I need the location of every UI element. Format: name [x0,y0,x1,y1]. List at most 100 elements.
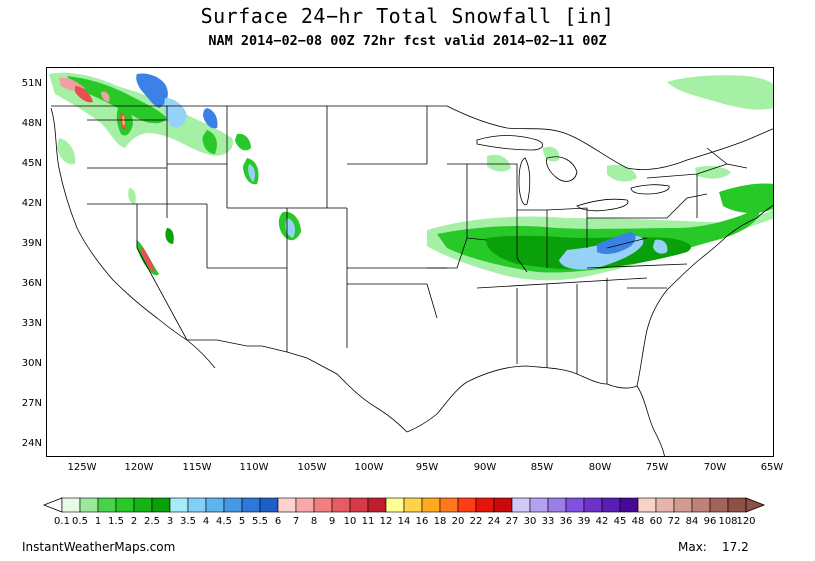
lon-label: 75W [645,462,669,473]
colorbar-swatch [367,497,387,513]
lat-label: 48N [21,118,42,129]
colorbar-tick-label: 10 [343,516,357,527]
colorbar-swatch [61,497,81,513]
lon-label: 85W [530,462,554,473]
lat-label: 36N [21,278,42,289]
snowfall-region-ohio-valley [427,75,773,281]
snowfall-map [46,67,774,457]
colorbar-swatch [529,497,549,513]
colorbar-tick-label: 27 [505,516,519,527]
colorbar-tick-label: 36 [559,516,573,527]
boundaries [50,105,773,456]
colorbar-tick-label: 5 [238,516,246,527]
max-value: 17.2 [722,540,749,554]
lon-label: 120W [124,462,154,473]
lat-label: 39N [21,238,42,249]
colorbar-tick-label: 1.5 [108,516,124,527]
max-label: Max: [678,540,707,554]
colorbar-swatch [349,497,369,513]
colorbar-tick-label: 16 [415,516,429,527]
colorbar-swatch [115,497,135,513]
colorbar-min-arrow [42,497,63,513]
snowfall-region-northwest [49,72,301,276]
colorbar-swatch [511,497,531,513]
colorbar-swatch [151,497,171,513]
colorbar-swatch [637,497,657,513]
colorbar-swatch [727,497,747,513]
colorbar-tick-label: 0.1 [54,516,70,527]
colorbar-swatch [601,497,621,513]
colorbar-swatch [259,497,279,513]
colorbar-swatch [133,497,153,513]
colorbar-tick-label: 72 [667,516,681,527]
colorbar-swatch [475,497,495,513]
lon-label: 100W [354,462,384,473]
colorbar-swatch [295,497,315,513]
credit-text: InstantWeatherMaps.com [22,540,176,554]
lon-label: 115W [182,462,212,473]
colorbar-swatch [673,497,693,513]
colorbar-tick-label: 4.5 [216,516,232,527]
colorbar-swatch [403,497,423,513]
colorbar-swatch [187,497,207,513]
colorbar-tick-label: 9 [328,516,336,527]
colorbar-tick-label: 108 [718,516,738,527]
lat-label: 33N [21,318,42,329]
colorbar-swatch [223,497,243,513]
colorbar-swatch [169,497,189,513]
lon-label: 90W [473,462,497,473]
colorbar-max-arrow [745,497,766,513]
colorbar-swatch [205,497,225,513]
lon-label: 80W [588,462,612,473]
colorbar-tick-label: 48 [631,516,645,527]
colorbar-swatch [493,497,513,513]
colorbar-tick-label: 60 [649,516,663,527]
colorbar-tick-label: 84 [685,516,699,527]
colorbar-swatch [691,497,711,513]
lat-label: 24N [21,438,42,449]
lon-label: 95W [415,462,439,473]
colorbar-swatch [655,497,675,513]
colorbar-tick-label: 39 [577,516,591,527]
colorbar-tick-label: 3.5 [180,516,196,527]
colorbar-tick-label: 8 [310,516,318,527]
colorbar-tick-label: 6 [274,516,282,527]
lat-label: 51N [21,78,42,89]
colorbar-swatch [547,497,567,513]
colorbar-tick-label: 14 [397,516,411,527]
lat-label: 45N [21,158,42,169]
colorbar-tick-label: 30 [523,516,537,527]
colorbar-tick-label: 1 [94,516,102,527]
colorbar-tick-label: 96 [703,516,717,527]
map-title: Surface 24−hr Total Snowfall [in] [200,4,615,28]
lat-label: 30N [21,358,42,369]
snowfall-colorbar [42,497,766,513]
colorbar-swatch [277,497,297,513]
colorbar-swatch [79,497,99,513]
colorbar-swatch [565,497,585,513]
colorbar-tick-label: 22 [469,516,483,527]
lat-label: 27N [21,398,42,409]
colorbar-tick-label: 0.5 [72,516,88,527]
colorbar-tick-label: 2 [130,516,138,527]
lon-label: 110W [239,462,269,473]
map-subtitle: NAM 2014−02−08 00Z 72hr fcst valid 2014−… [208,33,607,49]
colorbar-swatch [619,497,639,513]
colorbar-swatch [709,497,729,513]
colorbar-swatch [241,497,261,513]
colorbar-tick-label: 18 [433,516,447,527]
colorbar-tick-label: 2.5 [144,516,160,527]
colorbar-swatch [439,497,459,513]
colorbar-tick-label: 42 [595,516,609,527]
colorbar-swatch [97,497,117,513]
colorbar-swatch [457,497,477,513]
colorbar-tick-label: 24 [487,516,501,527]
colorbar-tick-label: 5.5 [252,516,268,527]
colorbar-tick-label: 7 [292,516,300,527]
lon-label: 125W [67,462,97,473]
lon-label: 65W [760,462,784,473]
colorbar-tick-label: 33 [541,516,555,527]
colorbar-swatch [313,497,333,513]
map-canvas [49,72,773,456]
colorbar-swatch [583,497,603,513]
